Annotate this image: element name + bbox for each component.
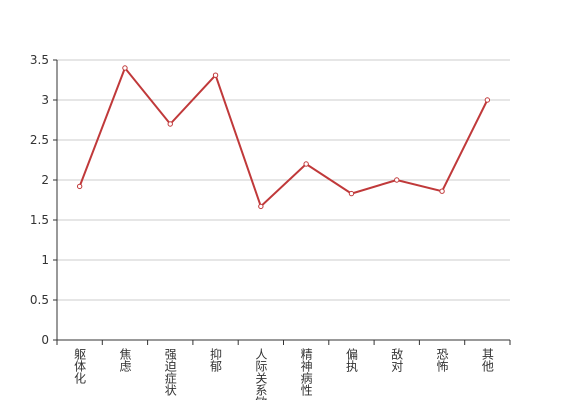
y-tick-label: 2.5 [30, 133, 49, 147]
line [78, 66, 489, 209]
point [212, 72, 219, 78]
point [348, 190, 355, 197]
x-tick-label: 精神病性 [299, 348, 313, 397]
point [439, 188, 445, 194]
point [484, 97, 491, 103]
y-tick-label: 3 [41, 93, 49, 107]
point [303, 161, 309, 167]
point [76, 183, 83, 190]
x-tick-label: 偏执 [344, 347, 358, 373]
point [258, 203, 264, 210]
x-tick-label: 抑郁 [209, 347, 223, 373]
point [122, 65, 128, 71]
x-tick-label: 人际关系敏感 [254, 348, 268, 400]
x-tick-label: 躯体化 [73, 347, 87, 385]
y-tick-label: 0.5 [30, 293, 49, 307]
x-tick-label: 强迫症状 [163, 348, 177, 396]
point [167, 121, 173, 127]
y-tick-label: 2 [41, 173, 49, 187]
point [394, 177, 400, 183]
y-tick-label: 1.5 [30, 213, 49, 227]
y-tick-label: 3.5 [30, 53, 49, 67]
y-tick-label: 0 [41, 333, 49, 347]
x-tick-label: 恐怖 [435, 348, 449, 372]
x-tick-label: 焦虑 [118, 348, 132, 372]
x-tick-label: 其他 [480, 348, 494, 372]
y-tick-label: 1 [41, 253, 49, 267]
x-tick-label: 敌对 [390, 347, 404, 372]
